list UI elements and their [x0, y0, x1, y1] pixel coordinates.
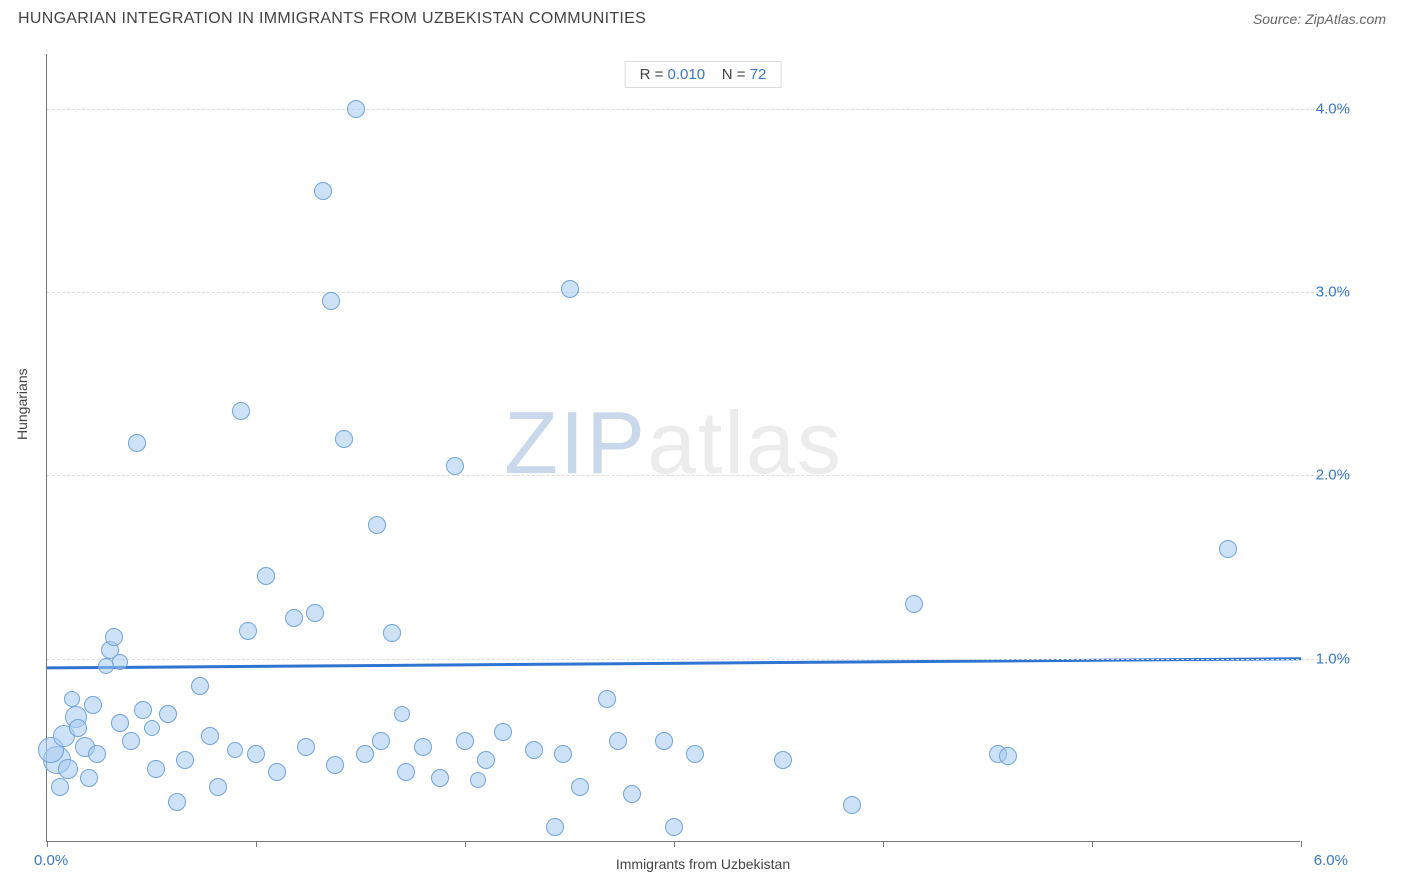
r-label: R =	[640, 66, 664, 83]
scatter-point	[239, 622, 257, 640]
scatter-point	[414, 738, 432, 756]
x-tick	[883, 841, 884, 847]
scatter-point	[314, 182, 332, 200]
r-value: 0.010	[668, 66, 706, 83]
scatter-point	[64, 691, 80, 707]
y-tick-label: 4.0%	[1316, 100, 1350, 117]
scatter-point	[201, 727, 219, 745]
scatter-point	[1219, 540, 1237, 558]
scatter-point	[446, 457, 464, 475]
scatter-point	[227, 742, 243, 758]
x-tick	[1092, 841, 1093, 847]
scatter-point	[372, 732, 390, 750]
scatter-point	[144, 720, 160, 736]
scatter-point	[383, 624, 401, 642]
plot-wrapper: ZIPatlas	[46, 54, 1300, 842]
scatter-point	[999, 747, 1017, 765]
scatter-point	[51, 778, 69, 796]
scatter-point	[665, 818, 683, 836]
scatter-point	[285, 609, 303, 627]
plot-area: ZIPatlas	[46, 54, 1300, 842]
x-tick	[256, 841, 257, 847]
scatter-point	[554, 745, 572, 763]
scatter-point	[112, 654, 128, 670]
x-axis-min: 0.0%	[34, 852, 68, 869]
x-tick	[47, 841, 48, 847]
n-value: 72	[750, 66, 767, 83]
scatter-point	[247, 745, 265, 763]
scatter-point	[297, 738, 315, 756]
y-tick-label: 1.0%	[1316, 650, 1350, 667]
scatter-point	[134, 701, 152, 719]
scatter-point	[571, 778, 589, 796]
scatter-point	[686, 745, 704, 763]
scatter-point	[456, 732, 474, 750]
scatter-point	[98, 658, 114, 674]
scatter-point	[347, 100, 365, 118]
scatter-point	[335, 430, 353, 448]
scatter-point	[58, 759, 78, 779]
scatter-point	[111, 714, 129, 732]
scatter-point	[477, 751, 495, 769]
scatter-point	[306, 604, 324, 622]
scatter-point	[322, 292, 340, 310]
scatter-point	[147, 760, 165, 778]
scatter-point	[394, 706, 410, 722]
scatter-point	[655, 732, 673, 750]
chart-title: HUNGARIAN INTEGRATION IN IMMIGRANTS FROM…	[18, 10, 646, 28]
scatter-point	[128, 434, 146, 452]
scatter-point	[431, 769, 449, 787]
scatter-point	[623, 785, 641, 803]
scatter-point	[232, 402, 250, 420]
source-attribution: Source: ZipAtlas.com	[1253, 11, 1386, 27]
scatter-point	[80, 769, 98, 787]
scatter-point	[122, 732, 140, 750]
scatter-point	[191, 677, 209, 695]
scatter-point	[609, 732, 627, 750]
scatter-point	[397, 763, 415, 781]
scatter-point	[843, 796, 861, 814]
scatter-point	[356, 745, 374, 763]
scatter-point	[905, 595, 923, 613]
scatter-point	[561, 280, 579, 298]
x-tick	[465, 841, 466, 847]
scatter-point	[257, 567, 275, 585]
x-axis-label: Immigrants from Uzbekistan	[0, 856, 1406, 872]
x-axis-max: 6.0%	[1314, 852, 1348, 869]
scatter-point	[525, 741, 543, 759]
x-tick	[1301, 841, 1302, 847]
trendline	[47, 659, 1301, 668]
scatter-point	[159, 705, 177, 723]
scatter-point	[368, 516, 386, 534]
scatter-point	[88, 745, 106, 763]
scatter-point	[209, 778, 227, 796]
scatter-point	[774, 751, 792, 769]
y-tick-label: 2.0%	[1316, 467, 1350, 484]
y-tick-label: 3.0%	[1316, 284, 1350, 301]
scatter-point	[470, 772, 486, 788]
scatter-point	[69, 719, 87, 737]
stats-legend: R = 0.010 N = 72	[625, 61, 782, 88]
scatter-point	[84, 696, 102, 714]
scatter-point	[598, 690, 616, 708]
scatter-point	[494, 723, 512, 741]
gridline-h	[47, 292, 1349, 293]
gridline-h	[47, 109, 1349, 110]
n-label: N =	[722, 66, 746, 83]
y-axis-label: Hungarians	[14, 368, 30, 440]
trendline-svg	[47, 54, 1301, 842]
scatter-point	[105, 628, 123, 646]
gridline-h	[47, 659, 1349, 660]
scatter-point	[268, 763, 286, 781]
scatter-point	[168, 793, 186, 811]
scatter-point	[326, 756, 344, 774]
scatter-point	[546, 818, 564, 836]
gridline-h	[47, 475, 1349, 476]
x-tick	[674, 841, 675, 847]
scatter-point	[176, 751, 194, 769]
